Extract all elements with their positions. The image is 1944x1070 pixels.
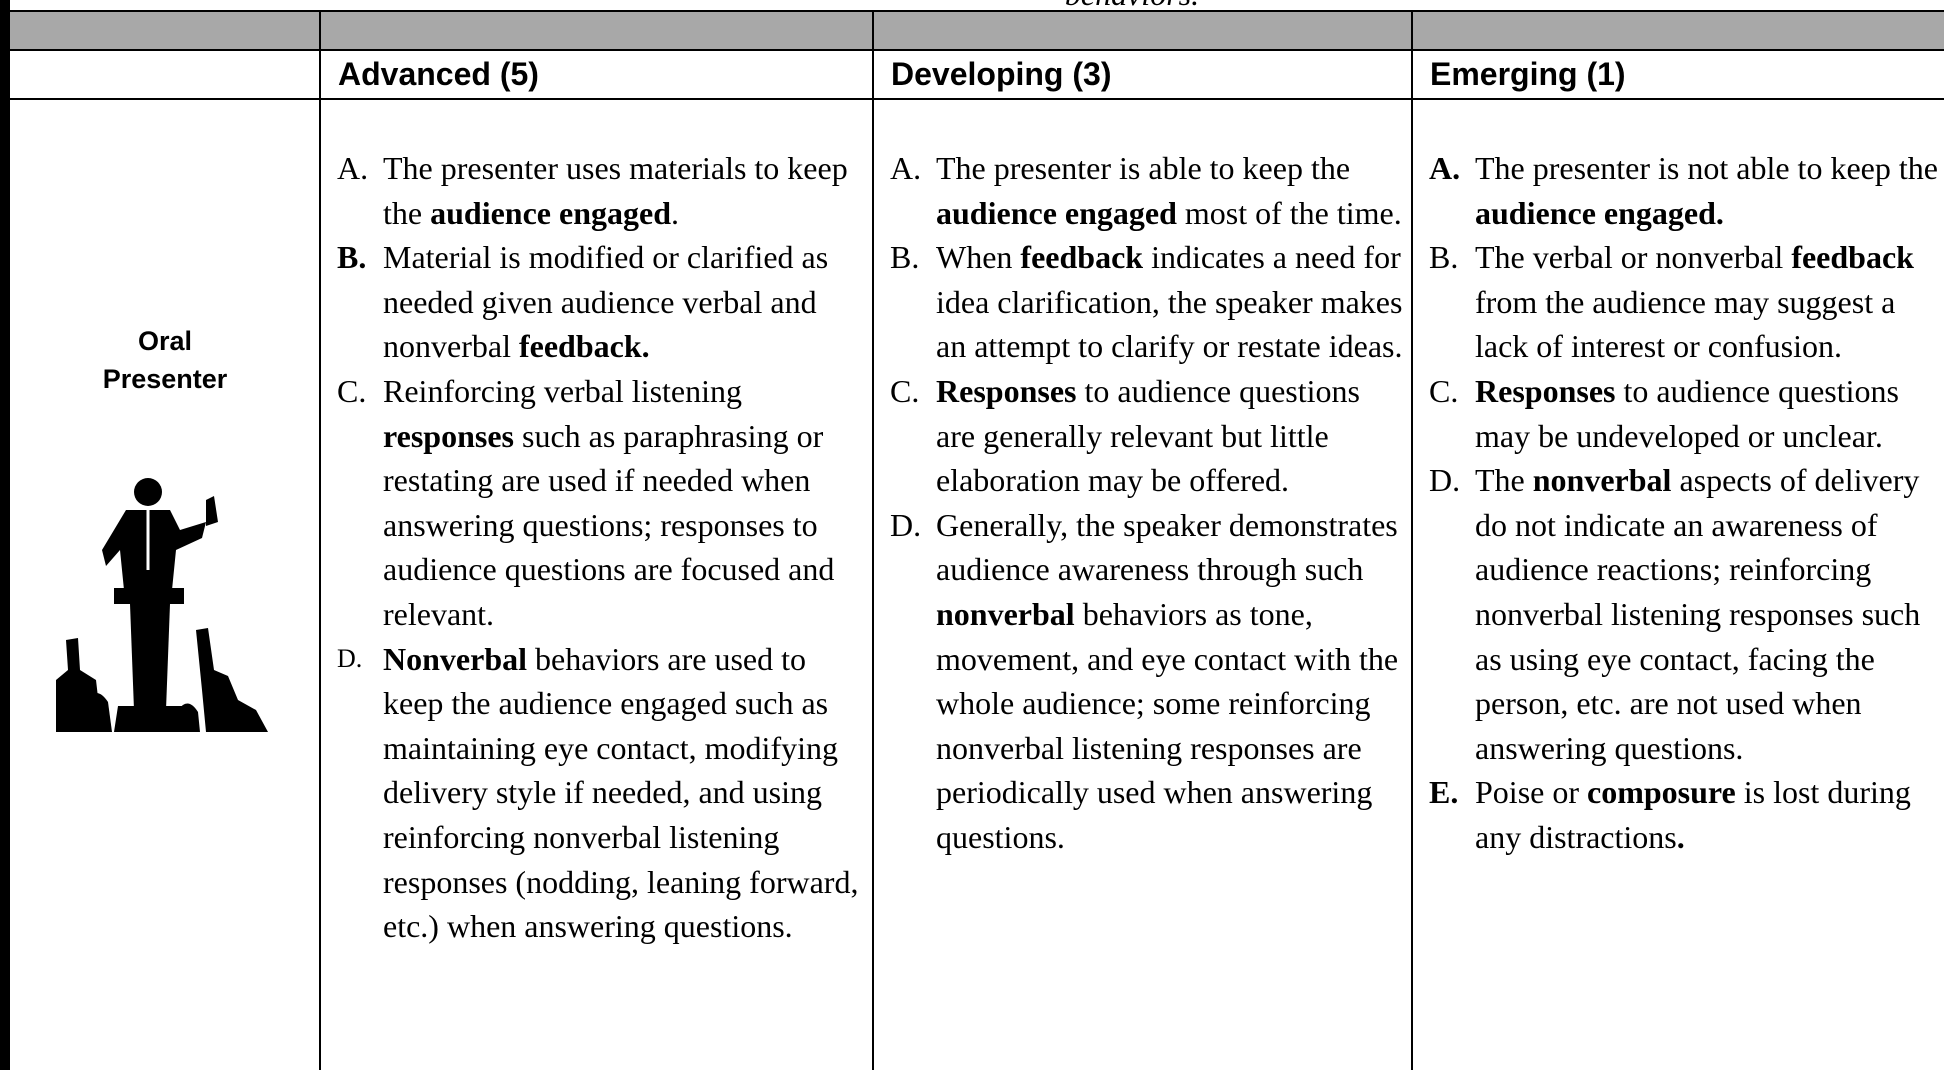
item-letter: D. [1429, 462, 1461, 499]
text: to audience questions may be undeveloped… [1475, 372, 1899, 454]
text: The presenter is able to keep the [936, 150, 1351, 186]
bold-text: nonverbal [936, 595, 1075, 632]
border [1411, 10, 1413, 1070]
item-letter: D. [337, 643, 363, 673]
bold-text: nonverbal [1532, 462, 1672, 499]
border [0, 49, 1944, 51]
bold-text: audience engaged. [1475, 194, 1724, 231]
row-label-box: Oral Presenter [10, 322, 320, 398]
item-letter: E. [1429, 774, 1459, 811]
item-letter: C. [890, 372, 920, 409]
list-item: D. Generally, the speaker demonstrates au… [890, 503, 1404, 860]
bold-text: composure [1587, 774, 1736, 811]
text: Poise or [1475, 774, 1587, 811]
text: Generally, the speaker demonstrates audi… [936, 506, 1398, 588]
item-letter: A. [337, 150, 369, 186]
text: to audience questions are generally rele… [936, 372, 1360, 499]
item-letter: A. [1429, 150, 1461, 186]
text: behaviors as tone, movement, and eye con… [936, 595, 1399, 855]
list-item: C. Reinforcing verbal listening responses… [337, 369, 865, 637]
text: indicates a need for idea clarification,… [936, 239, 1403, 365]
list-item: C. Responses to audience questions are ge… [890, 369, 1404, 503]
column-header: Emerging (1) [1430, 56, 1626, 92]
item-list: A. The presenter is not able to keep the … [1429, 146, 1941, 860]
text: is lost during any distractions [1475, 774, 1911, 855]
list-item: E. Poise or composure is lost during any … [1429, 770, 1941, 859]
bold-text: feedback [1791, 239, 1914, 276]
text: The presenter uses materials to keep the [383, 150, 848, 231]
list-item: B. Material is modified or clarified as n… [337, 235, 865, 369]
text: Reinforcing verbal listening [383, 372, 743, 409]
bold-text: audience engaged [936, 194, 1177, 231]
border [0, 10, 1944, 12]
list-item: B. The verbal or nonverbal feedback from … [1429, 235, 1941, 369]
column-header: Developing (3) [891, 56, 1112, 92]
bold-text: responses [383, 417, 514, 454]
list-item: A. The presenter uses materials to keep t… [337, 146, 865, 235]
item-letter: D. [890, 506, 922, 543]
border [872, 10, 874, 1070]
item-list: A. The presenter uses materials to keep t… [337, 146, 865, 949]
list-item: C. Responses to audience questions may be… [1429, 369, 1941, 458]
text: The [1475, 462, 1533, 499]
top-caption: behaviors. [320, 0, 1944, 12]
text: When [936, 239, 1021, 276]
item-letter: C. [337, 372, 367, 409]
list-item: D. Nonverbal behaviors are used to keep t… [337, 637, 865, 949]
list-item: B. When feedback indicates a need for ide… [890, 235, 1404, 369]
row-label: Oral Presenter [102, 326, 228, 394]
bold-text: . [1676, 818, 1685, 855]
bold-text: audience engaged [430, 194, 671, 231]
bold-text: feedback. [518, 328, 650, 365]
text: The verbal or nonverbal [1475, 239, 1792, 276]
item-list: A. The presenter is able to keep the audi… [890, 146, 1404, 860]
column-header: Advanced (5) [338, 56, 539, 92]
text: . [670, 194, 679, 231]
text: most of the time. [1176, 194, 1402, 231]
item-letter: B. [337, 239, 367, 276]
text: The presenter is not able to keep the [1475, 150, 1938, 186]
item-letter: B. [1429, 239, 1459, 276]
text: such as paraphrasing or restating are us… [383, 417, 835, 632]
list-item: D. The nonverbal aspects of delivery do n… [1429, 458, 1941, 770]
presenter-icon [56, 478, 268, 732]
bold-text: feedback [1020, 239, 1144, 276]
item-letter: B. [890, 239, 920, 276]
text: from the audience may suggest a lack of … [1475, 283, 1896, 365]
border [0, 98, 1944, 100]
item-letter: C. [1429, 372, 1459, 409]
text: behaviors are used to keep the audience … [383, 640, 859, 945]
item-letter: A. [890, 150, 922, 186]
border [0, 0, 10, 1070]
text: Material is modified or clarified as nee… [383, 239, 829, 365]
list-item: A. The presenter is not able to keep the … [1429, 146, 1941, 235]
bold-text: Responses [1475, 372, 1616, 409]
list-item: A. The presenter is able to keep the audi… [890, 146, 1404, 235]
text: aspects of delivery do not indicate an a… [1475, 462, 1921, 766]
grey-row [10, 12, 1944, 50]
bold-text: Nonverbal [383, 640, 527, 677]
bold-text: Responses [936, 372, 1077, 409]
border [319, 10, 321, 1070]
